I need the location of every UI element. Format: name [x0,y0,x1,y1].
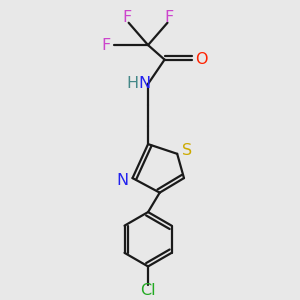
Text: F: F [122,11,131,26]
Text: N: N [117,172,129,188]
Text: H: H [127,76,139,92]
Text: N: N [138,76,150,92]
Text: Cl: Cl [140,283,156,298]
Text: O: O [195,52,208,67]
Text: F: F [165,11,174,26]
Text: S: S [182,143,192,158]
Text: F: F [102,38,111,52]
